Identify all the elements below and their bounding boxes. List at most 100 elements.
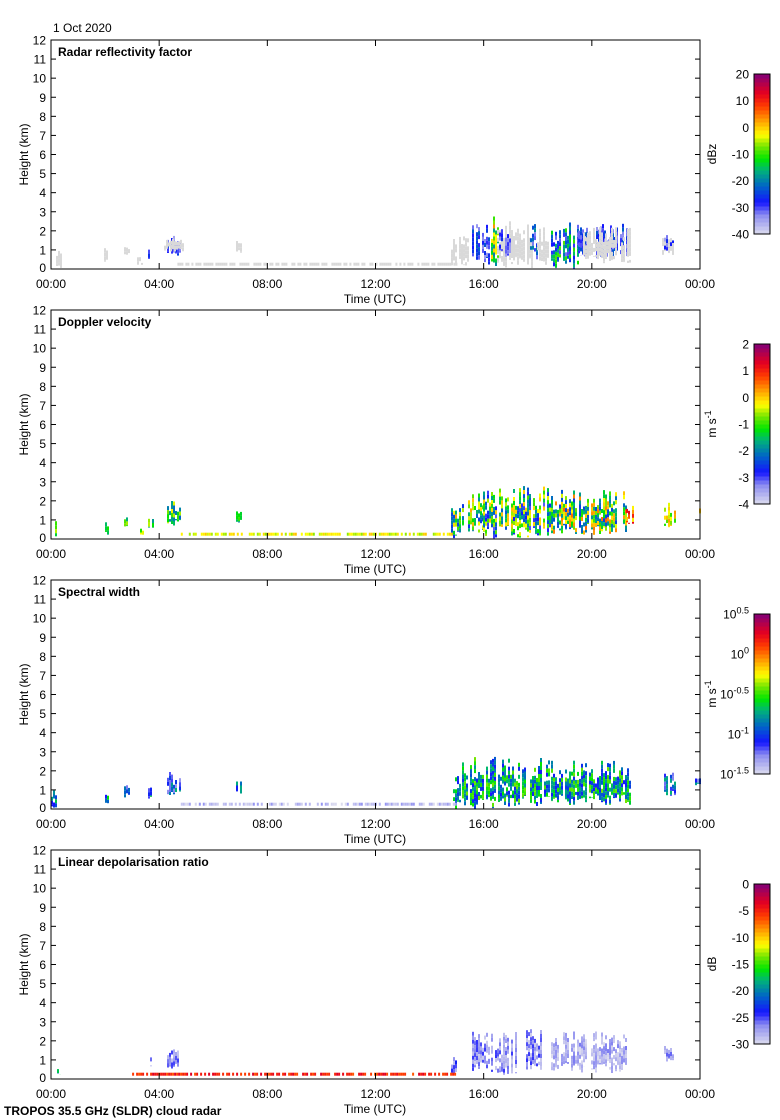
echo-pixel: [467, 254, 469, 259]
colorbar-swatch: [754, 920, 770, 925]
echo-pixel: [603, 502, 605, 507]
echo-pixel: [534, 1062, 536, 1066]
echo-pixel: [179, 507, 181, 512]
echo-pixel: [104, 248, 106, 253]
echo-pixel: [470, 777, 472, 782]
echo-pixel: [625, 521, 627, 526]
echo-pixel: [472, 783, 474, 788]
echo-pixel: [623, 491, 625, 496]
echo-pixel: [51, 804, 53, 807]
echo-pixel: [498, 798, 500, 802]
echo-pixel: [622, 231, 624, 236]
echo-pixel: [620, 234, 622, 239]
echo-pixel: [270, 532, 273, 536]
echo-pixel: [551, 528, 553, 529]
echo-pixel: [518, 790, 520, 795]
echo-pixel: [167, 1067, 169, 1068]
echo-pixel: [535, 521, 537, 526]
echo-pixel: [670, 238, 672, 243]
echo-pixel: [182, 243, 184, 248]
echo-pixel: [524, 779, 526, 784]
echo-pixel: [169, 1064, 171, 1067]
echo-pixel: [506, 795, 508, 797]
colorbar-label: 0: [742, 391, 749, 405]
echo-pixel: [597, 509, 599, 514]
echo-pixel: [368, 532, 371, 536]
echo-pixel: [510, 774, 512, 779]
echo-pixel: [485, 517, 487, 522]
echo-pixel: [527, 252, 529, 257]
echo-pixel: [495, 506, 497, 511]
echo-pixel: [472, 791, 474, 796]
echo-pixel: [559, 242, 561, 247]
echo-pixel: [551, 796, 553, 801]
echo-pixel: [178, 1072, 181, 1076]
echo-pixel: [516, 793, 518, 798]
echo-pixel: [585, 521, 587, 526]
echo-pixel: [515, 1044, 517, 1048]
echo-pixel: [494, 772, 496, 777]
echo-pixel: [599, 788, 601, 792]
echo-pixel: [470, 765, 472, 770]
x-tick-label: 00:00: [36, 547, 66, 561]
echo-pixel: [521, 255, 523, 260]
echo-pixel: [53, 806, 55, 808]
echo-pixel: [150, 795, 152, 797]
echo-pixel: [611, 255, 613, 260]
echo-pixel: [557, 248, 559, 253]
echo-pixel: [494, 788, 496, 793]
colorbar-swatch: [754, 412, 770, 417]
echo-pixel: [559, 520, 561, 525]
echo-pixel: [495, 1066, 497, 1071]
echo-pixel: [597, 525, 599, 527]
echo-pixel: [571, 1047, 573, 1052]
echo-pixel: [518, 782, 520, 787]
echo-pixel: [478, 247, 480, 252]
echo-pixel: [463, 248, 465, 253]
echo-pixel: [269, 262, 272, 266]
echo-pixel: [494, 768, 496, 773]
echo-pixel: [478, 1054, 480, 1059]
echo-pixel: [171, 774, 173, 779]
echo-pixel: [577, 1051, 579, 1056]
echo-pixel: [579, 504, 581, 509]
echo-pixel: [543, 518, 545, 523]
echo-pixel: [581, 791, 583, 796]
echo-pixel: [501, 237, 503, 242]
x-tick-label: 12:00: [360, 817, 390, 831]
echo-pixel: [516, 797, 518, 802]
echo-pixel: [611, 235, 613, 240]
echo-pixel: [599, 239, 601, 244]
echo-pixel: [510, 786, 512, 791]
echo-pixel: [55, 795, 57, 800]
y-tick-label: 3: [39, 475, 46, 489]
y-tick-label: 4: [39, 996, 46, 1010]
echo-pixel: [474, 781, 476, 786]
echo-pixel: [538, 774, 540, 778]
echo-pixel: [173, 792, 175, 795]
echo-pixel: [480, 511, 482, 516]
echo-pixel: [599, 255, 601, 256]
echo-pixel: [511, 1047, 513, 1052]
echo-pixel: [502, 795, 504, 799]
echo-pixel: [674, 518, 676, 523]
echo-pixel: [486, 1048, 488, 1053]
echo-pixel: [350, 1072, 353, 1076]
echo-pixel: [211, 262, 214, 266]
y-tick-label: 5: [39, 707, 46, 721]
echo-region: [491, 1032, 517, 1075]
echo-pixel: [571, 783, 573, 788]
echo-pixel: [544, 781, 546, 786]
echo-pixel: [514, 786, 516, 791]
echo-pixel: [511, 523, 513, 528]
echo-pixel: [627, 240, 629, 245]
echo-pixel: [593, 1057, 595, 1062]
echo-pixel: [209, 262, 212, 266]
echo-pixel: [505, 261, 507, 266]
colorbar-swatch: [754, 110, 770, 115]
echo-pixel: [573, 251, 575, 256]
echo-pixel: [538, 790, 540, 794]
echo-pixel: [511, 1063, 513, 1068]
echo-pixel: [587, 252, 589, 257]
